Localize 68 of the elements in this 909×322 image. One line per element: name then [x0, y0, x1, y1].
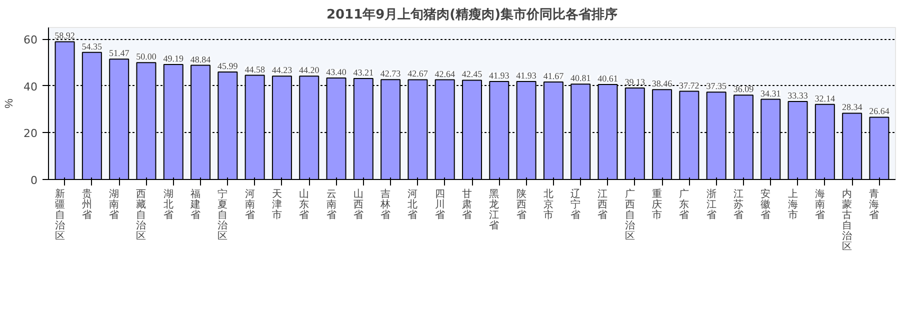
x-tick-label: 宁夏自治区: [218, 188, 228, 242]
x-tick-label: 广西自治区: [624, 188, 635, 242]
data-label: 42.67: [408, 68, 428, 79]
x-tick-label: 湖北省: [163, 188, 174, 222]
data-label: 34.31: [760, 88, 781, 98]
data-label: 38.46: [652, 78, 673, 89]
y-tick-label: 20: [24, 127, 38, 140]
x-tick-label: 河南省: [244, 188, 255, 222]
y-tick-label: 0: [30, 174, 38, 187]
x-tick-label: 四川省: [434, 189, 445, 222]
data-label: 44.20: [298, 65, 320, 76]
x-tick-label: 吉林省: [380, 188, 391, 222]
y-tick-label: 40: [24, 80, 38, 94]
data-label: 41.93: [516, 70, 537, 80]
data-label: 43.21: [353, 67, 374, 78]
x-tick-label: 上海市: [788, 188, 798, 222]
x-tick-label: 海南省: [814, 188, 825, 222]
x-tick-label: 内蒙古自治区: [842, 188, 852, 252]
data-label: 28.34: [842, 102, 863, 112]
data-label: 43.40: [326, 67, 347, 78]
x-tick-label: 贵州省: [82, 188, 92, 222]
data-label: 39.13: [624, 76, 646, 87]
data-label: 40.81: [570, 73, 591, 84]
x-tick-label: 江苏省: [733, 188, 744, 222]
x-tick-label: 福建省: [190, 188, 201, 222]
x-tick-label: 甘肃省: [462, 188, 472, 222]
data-label: 37.35: [706, 81, 727, 92]
x-tick-label: 青海省: [869, 188, 880, 222]
x-tick-label: 湖南省: [109, 188, 120, 222]
x-tick-label: 北京市: [543, 188, 554, 222]
x-tick-label: 广东省: [679, 188, 690, 222]
x-tick-label: 山西省: [353, 188, 364, 222]
x-tick-label: 安徽省: [760, 188, 771, 222]
data-label: 41.93: [489, 70, 510, 80]
y-tick-label: 60: [24, 34, 38, 47]
data-label: 44.58: [244, 64, 266, 74]
data-label: 42.45: [462, 69, 483, 80]
x-tick-label: 江西省: [598, 188, 608, 222]
chart-title: 2011年9月上旬猪肉(精瘦肉)集市价同比各省排序: [326, 6, 618, 22]
data-label: 32.14: [814, 93, 836, 104]
data-label: 40.61: [598, 74, 618, 84]
data-label: 44.23: [272, 65, 293, 76]
data-label: 37.72: [679, 80, 700, 90]
data-label: 48.84: [190, 54, 212, 64]
data-label: 26.64: [869, 106, 890, 116]
data-label: 54.35: [82, 41, 103, 52]
data-label: 42.73: [380, 68, 402, 79]
x-tick-label: 云南省: [326, 189, 336, 222]
x-tick-label: 辽宁省: [570, 188, 581, 222]
data-label: 33.33: [788, 90, 808, 101]
x-tick-label: 陕西省: [516, 188, 526, 222]
x-tick-label: 浙江省: [706, 188, 716, 222]
data-label: 41.67: [543, 71, 564, 82]
data-label: 42.64: [434, 68, 456, 79]
data-label: 51.47: [108, 48, 130, 58]
data-label: 50.00: [136, 52, 157, 62]
x-tick-label: 山东省: [299, 188, 310, 222]
data-label: 45.99: [218, 60, 238, 71]
data-label: 58.92: [54, 30, 75, 41]
x-tick-label: 河北省: [408, 188, 418, 222]
data-label: 49.19: [163, 53, 184, 64]
x-tick-label: 重庆市: [652, 188, 662, 222]
x-tick-label: 新疆自治区: [54, 188, 65, 242]
data-label: 36.09: [733, 84, 754, 94]
x-tick-label: 天津市: [272, 189, 282, 222]
x-tick-label: 西藏自治区: [136, 189, 146, 242]
x-tick-label: 黑龙江省: [489, 189, 500, 232]
y-axis-title: %: [4, 98, 16, 108]
